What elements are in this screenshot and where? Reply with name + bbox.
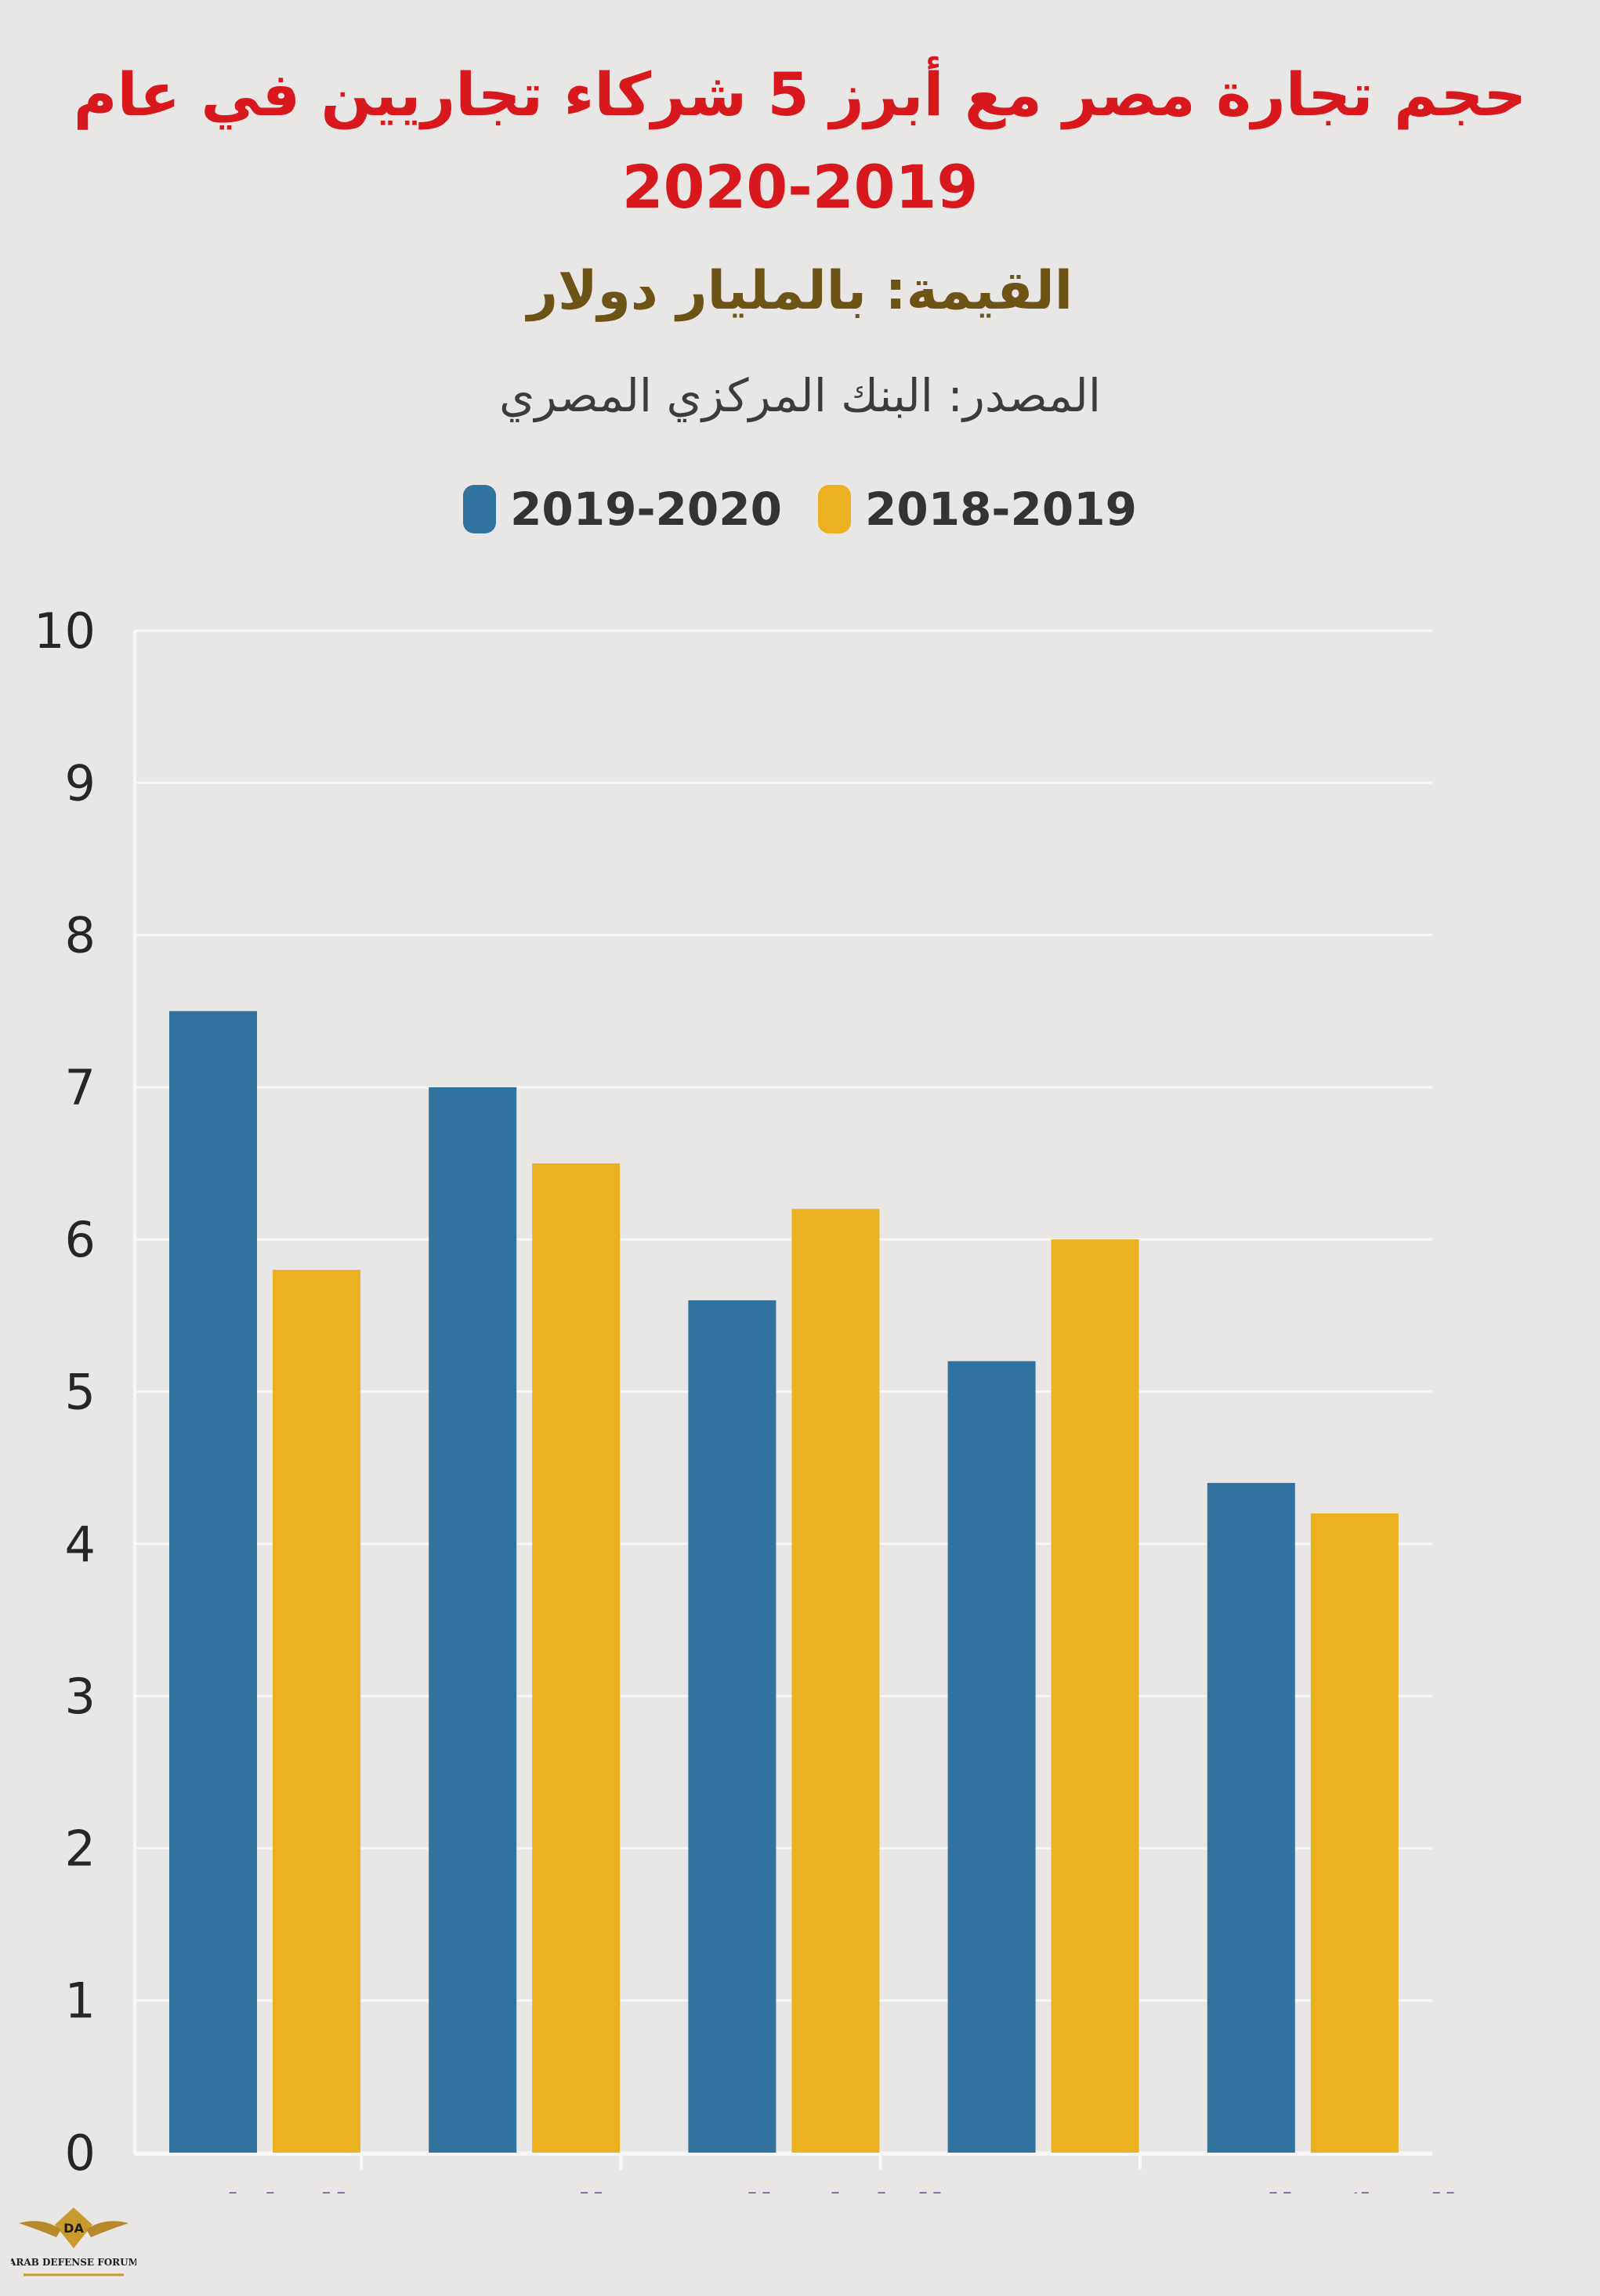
y-tick-label-10: 10 — [34, 602, 96, 660]
bar-2019-2020-cat-4 — [1207, 1483, 1295, 2153]
legend-label-2018-2019: 2018-2019 — [865, 483, 1137, 536]
y-tick-label-9: 9 — [65, 754, 96, 812]
logo-text: ARAB DEFENSE FORUM — [11, 2257, 136, 2268]
y-tick-label-4: 4 — [65, 1516, 96, 1573]
bar-chart: 0 1 2 3 4 5 6 7 8 9 10 الإمارات الصين الولايات المتحد… — [34, 602, 1457, 2193]
bar-2019-2020-cat-3 — [947, 1361, 1036, 2153]
chart-unit-subtitle: القيمة: بالمليار دولار — [527, 260, 1073, 322]
legend-item-2018-2019: 2018-2019 — [818, 483, 1137, 536]
bar-2018-2019-cat-4 — [1310, 1513, 1399, 2153]
bar-2019-2020-cat-1 — [429, 1087, 517, 2153]
y-tick-label-6: 6 — [65, 1211, 96, 1268]
y-tick-label-3: 3 — [65, 1668, 96, 1725]
bar-2018-2019-cat-2 — [791, 1209, 880, 2153]
bar-2019-2020-cat-0 — [169, 1011, 257, 2153]
bar-2018-2019-cat-3 — [1051, 1239, 1139, 2153]
bar-2019-2020-cat-2 — [688, 1300, 776, 2153]
chart-source: المصدر: البنك المركزي المصري — [499, 369, 1101, 422]
legend-item-2019-2020: 2019-2020 — [463, 483, 782, 536]
x-category-label-0: الإمارات — [185, 2186, 348, 2193]
y-tick-label-1: 1 — [65, 1972, 96, 2030]
legend-swatch-2019-2020 — [463, 485, 497, 533]
arab-defense-forum-logo: DA ARAB DEFENSE FORUM — [11, 2207, 136, 2276]
y-tick-label-8: 8 — [65, 907, 96, 964]
logo-initials: DA — [63, 2221, 84, 2236]
bar-2018-2019-cat-0 — [273, 1270, 360, 2153]
x-category-label-1: الصين — [483, 2186, 606, 2193]
chart-legend: 2019-2020 2018-2019 — [0, 483, 1600, 536]
y-tick-label-2: 2 — [65, 1820, 96, 1877]
y-tick-label-5: 5 — [65, 1364, 96, 1421]
x-category-label-2: الولايات المتحدة — [623, 2186, 944, 2193]
legend-swatch-2018-2019 — [818, 485, 851, 533]
y-tick-label-7: 7 — [65, 1059, 96, 1116]
chart-title: حجم تجارة مصر مع أبرز 5 شركاء تجاريين في… — [73, 60, 1527, 222]
y-tick-label-0: 0 — [65, 2124, 96, 2182]
x-category-label-4: المملكة المتحدة — [1144, 2186, 1457, 2193]
bar-2018-2019-cat-1 — [532, 1163, 621, 2153]
legend-label-2019-2020: 2019-2020 — [510, 483, 782, 536]
